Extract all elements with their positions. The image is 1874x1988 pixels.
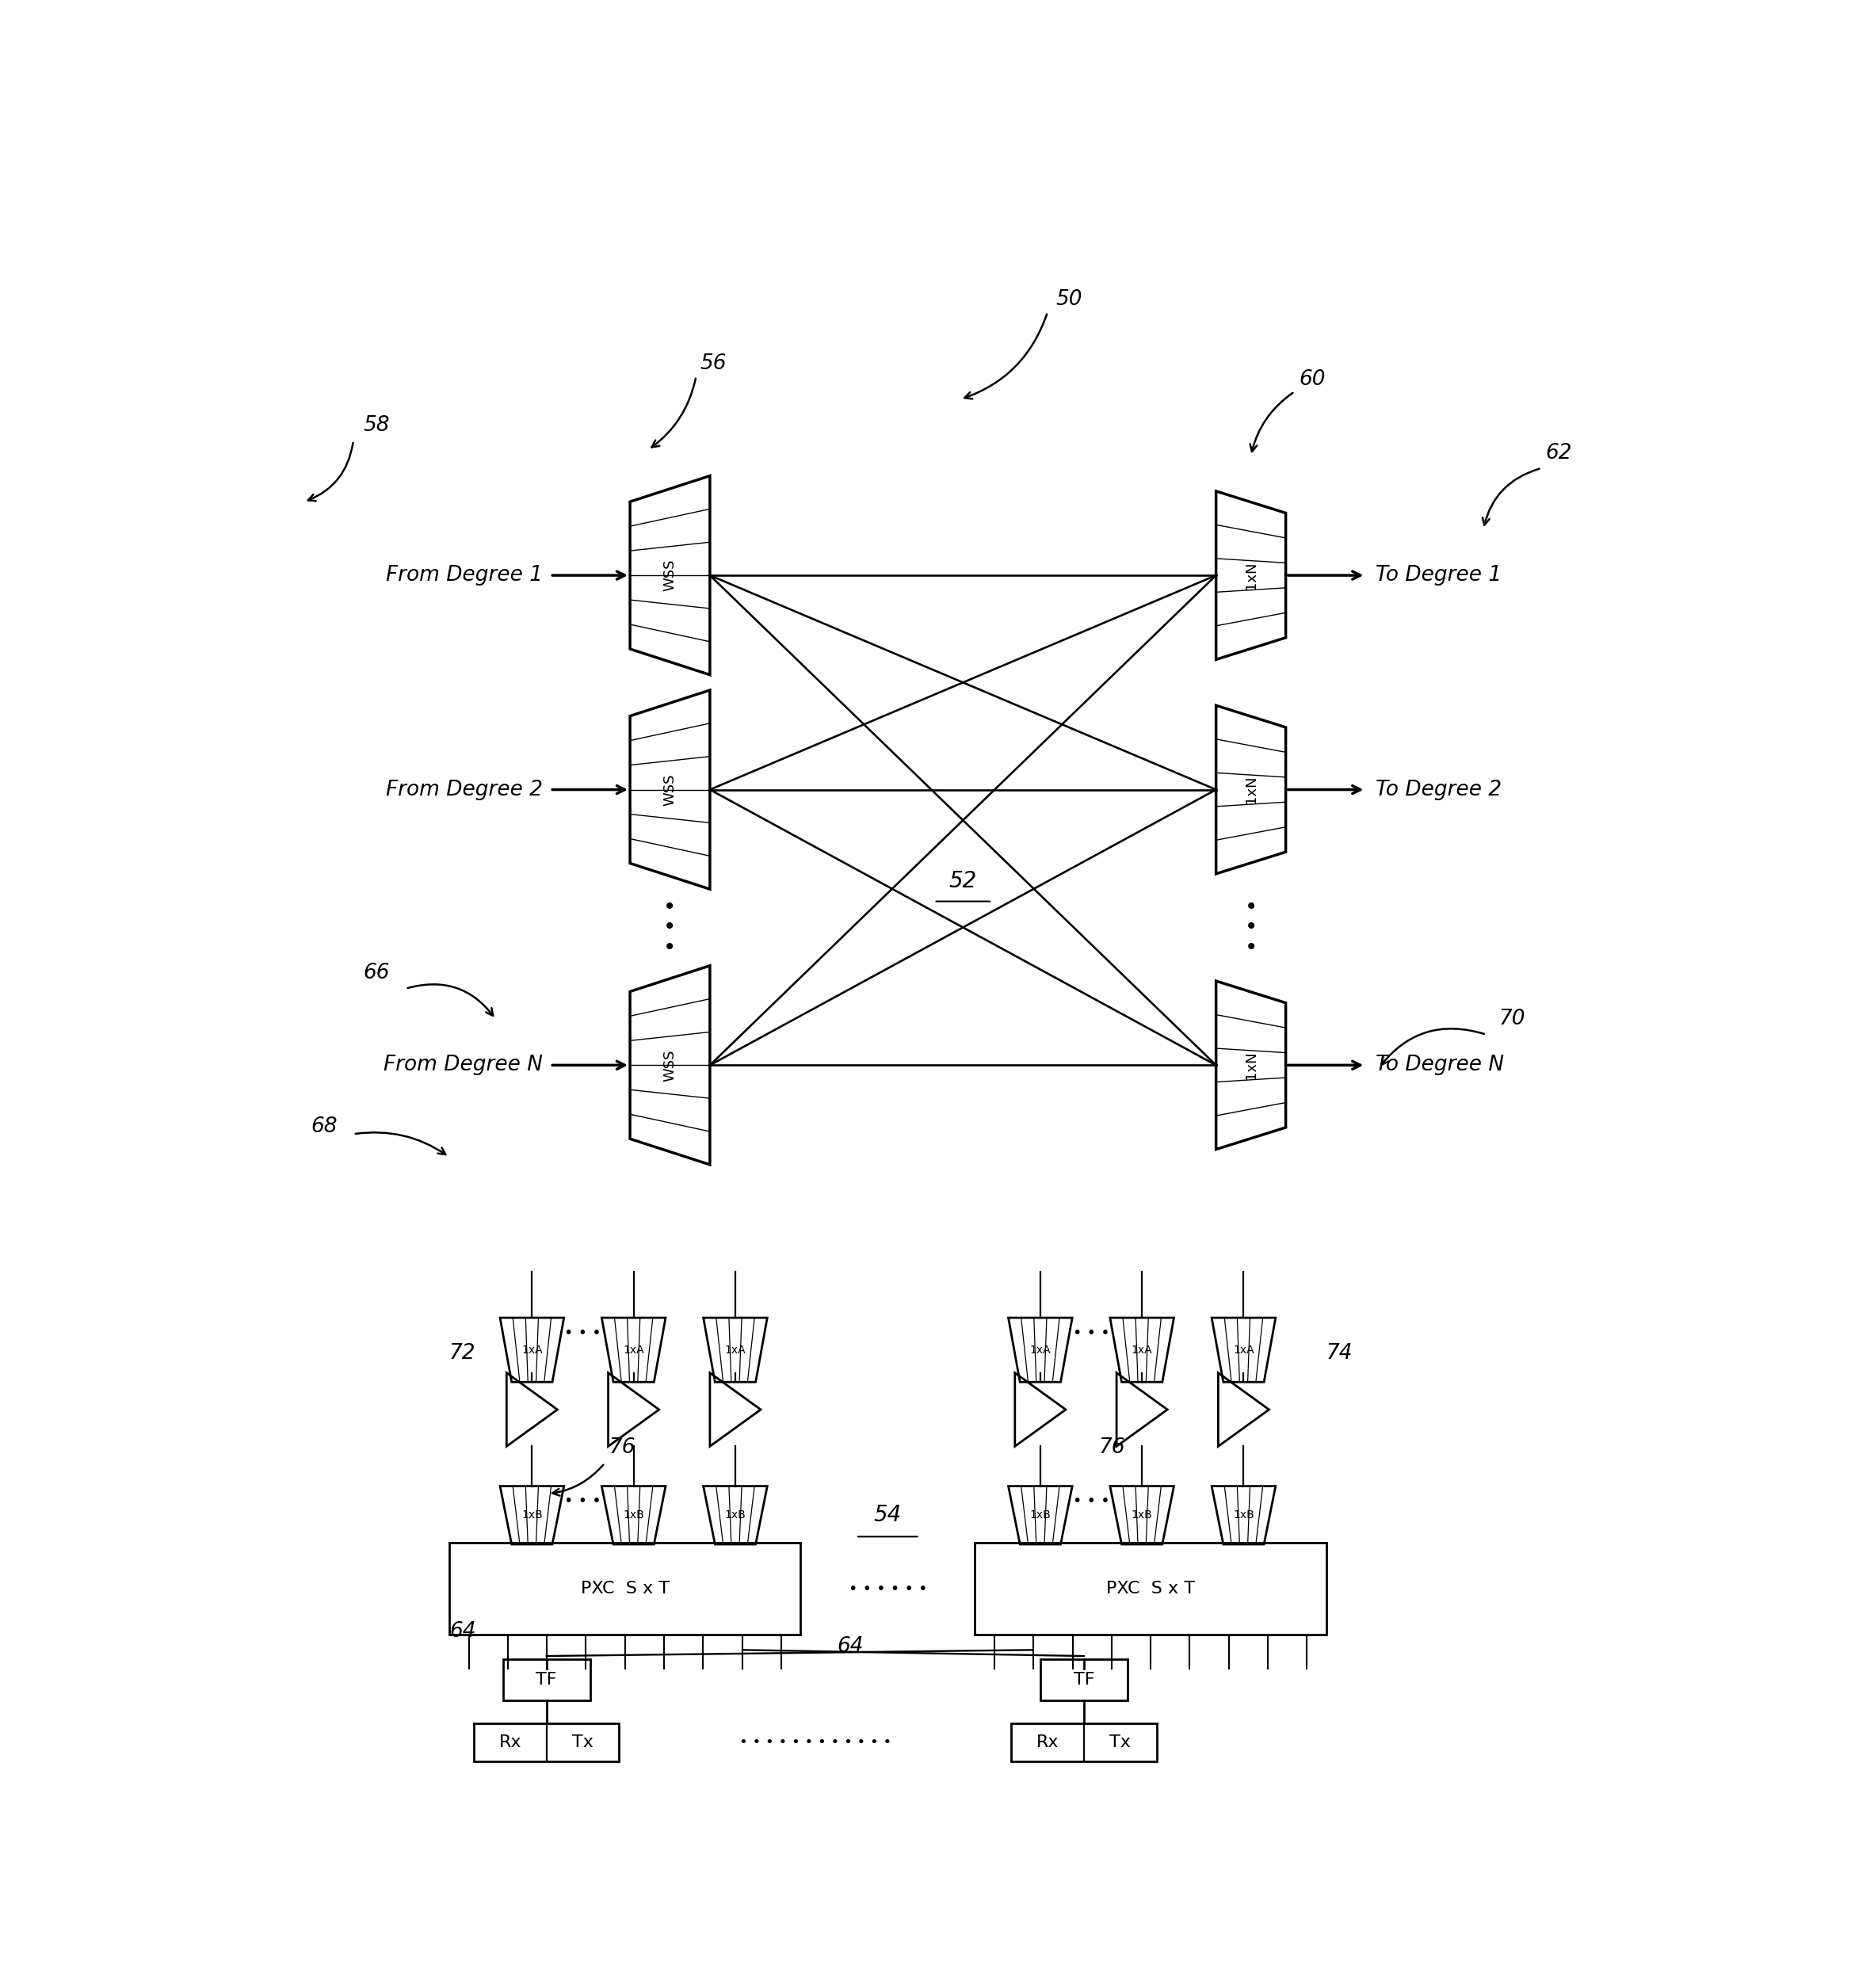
Text: To Degree 1: To Degree 1 xyxy=(1376,565,1501,586)
Text: 1xB: 1xB xyxy=(725,1509,746,1521)
Bar xyxy=(474,1724,618,1761)
Text: 1xA: 1xA xyxy=(1132,1344,1153,1356)
Text: 68: 68 xyxy=(311,1115,337,1137)
Text: 1xB: 1xB xyxy=(1029,1509,1051,1521)
Text: 56: 56 xyxy=(701,354,727,374)
Text: WSS: WSS xyxy=(663,559,677,590)
Text: Rx: Rx xyxy=(498,1736,521,1751)
Text: WSS: WSS xyxy=(663,1050,677,1081)
Text: • • •: • • • xyxy=(1072,1493,1109,1509)
Text: 76: 76 xyxy=(1098,1437,1124,1457)
Bar xyxy=(450,1543,800,1634)
Text: 1xB: 1xB xyxy=(1233,1509,1254,1521)
Text: •
•
•: • • • xyxy=(1244,897,1257,958)
Text: 1xB: 1xB xyxy=(622,1509,645,1521)
Text: 1xA: 1xA xyxy=(622,1344,645,1356)
Text: 1xA: 1xA xyxy=(521,1344,543,1356)
Text: 60: 60 xyxy=(1299,370,1325,390)
Text: 1xA: 1xA xyxy=(725,1344,746,1356)
Text: • • •: • • • xyxy=(1072,1326,1109,1340)
Text: TF: TF xyxy=(536,1672,557,1688)
Text: 1xA: 1xA xyxy=(1233,1344,1254,1356)
Text: From Degree N: From Degree N xyxy=(384,1056,543,1076)
Text: To Degree 2: To Degree 2 xyxy=(1376,779,1501,799)
Text: 72: 72 xyxy=(450,1342,476,1364)
Text: 64: 64 xyxy=(838,1636,864,1658)
Text: 1xN: 1xN xyxy=(1244,1052,1257,1079)
Text: From Degree 2: From Degree 2 xyxy=(386,779,543,799)
Text: 74: 74 xyxy=(1327,1342,1353,1364)
Text: 1xN: 1xN xyxy=(1244,561,1257,588)
Text: PXC  S x T: PXC S x T xyxy=(581,1580,669,1596)
Text: 1xB: 1xB xyxy=(521,1509,543,1521)
Text: 1xA: 1xA xyxy=(1029,1344,1051,1356)
Text: From Degree 1: From Degree 1 xyxy=(386,565,543,586)
Bar xyxy=(1012,1724,1156,1761)
Text: WSS: WSS xyxy=(663,773,677,805)
Text: • • •: • • • xyxy=(564,1493,602,1509)
Text: 64: 64 xyxy=(450,1622,476,1642)
Text: 1xN: 1xN xyxy=(1244,775,1257,803)
Text: • • • • • • • • • • • •: • • • • • • • • • • • • xyxy=(738,1736,892,1749)
Bar xyxy=(502,1660,590,1700)
Text: Rx: Rx xyxy=(1036,1736,1059,1751)
Text: Tx: Tx xyxy=(572,1736,594,1751)
Text: To Degree N: To Degree N xyxy=(1376,1056,1505,1076)
Bar xyxy=(1040,1660,1128,1700)
Text: 62: 62 xyxy=(1546,443,1572,463)
Text: Tx: Tx xyxy=(1109,1736,1130,1751)
Bar xyxy=(974,1543,1327,1634)
Text: 54: 54 xyxy=(873,1505,901,1527)
Text: 58: 58 xyxy=(364,415,390,435)
Text: 1xB: 1xB xyxy=(1132,1509,1153,1521)
Text: 52: 52 xyxy=(948,871,976,893)
Text: 66: 66 xyxy=(364,962,390,984)
Text: 76: 76 xyxy=(609,1437,635,1457)
Text: 70: 70 xyxy=(1499,1010,1525,1030)
Text: 50: 50 xyxy=(1057,290,1083,310)
Text: •
•
•: • • • xyxy=(663,897,677,958)
Text: TF: TF xyxy=(1074,1672,1094,1688)
Text: • • • • • •: • • • • • • xyxy=(849,1580,928,1596)
Text: • • •: • • • xyxy=(564,1326,602,1340)
Text: PXC  S x T: PXC S x T xyxy=(1106,1580,1196,1596)
